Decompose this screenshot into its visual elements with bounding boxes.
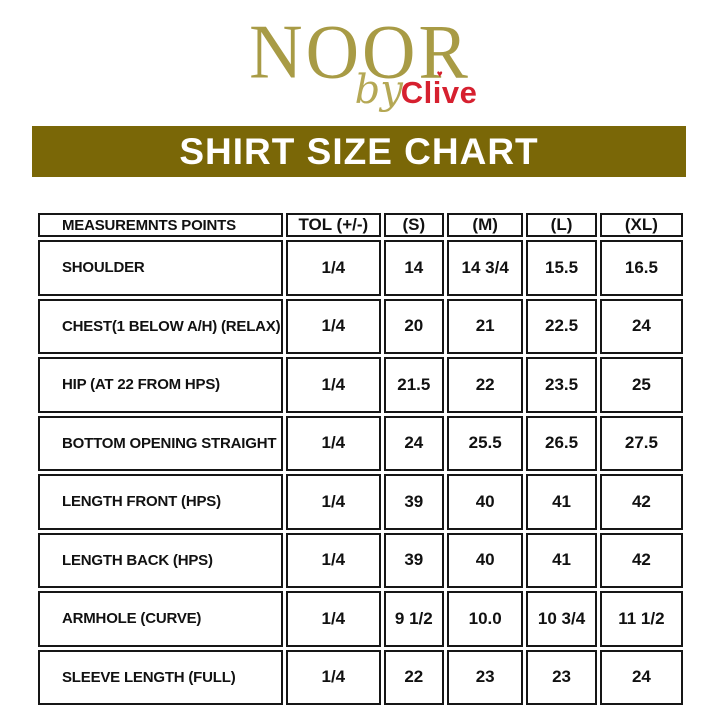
cell-m: 23 <box>447 649 524 705</box>
cell-l: 23 <box>526 649 597 705</box>
cell-s: 9 1/2 <box>383 591 445 647</box>
brand-name: NOOR <box>249 9 471 96</box>
cell-s: 39 <box>383 474 445 530</box>
cell-m: 25.5 <box>447 415 524 471</box>
cell-s: 20 <box>383 298 445 354</box>
cell-l: 41 <box>526 532 597 588</box>
table-row-length-front: LENGTH FRONT (HPS) 1/4 39 40 41 42 <box>38 474 683 530</box>
row-label: CHEST(1 BELOW A/H) (RELAX) <box>38 298 284 354</box>
cell-tol: 1/4 <box>286 298 381 354</box>
heart-icon: ♥ <box>436 69 443 80</box>
cell-xl: 16.5 <box>599 240 683 296</box>
cell-m: 40 <box>447 532 524 588</box>
brand-sub-wrap: Clive ♥ <box>400 70 478 110</box>
cell-tol: 1/4 <box>286 649 381 705</box>
cell-m: 14 3/4 <box>447 240 524 296</box>
table-row-bottom-opening: BOTTOM OPENING STRAIGHT 1/4 24 25.5 26.5… <box>38 415 683 471</box>
table-row-length-back: LENGTH BACK (HPS) 1/4 39 40 41 42 <box>38 532 683 588</box>
column-header-size-s: (S) <box>383 213 445 237</box>
cell-tol: 1/4 <box>286 532 381 588</box>
cell-l: 10 3/4 <box>526 591 597 647</box>
cell-m: 21 <box>447 298 524 354</box>
row-label: LENGTH BACK (HPS) <box>38 532 284 588</box>
row-label: SLEEVE LENGTH (FULL) <box>38 649 284 705</box>
row-label: SHOULDER <box>38 240 284 296</box>
cell-s: 21.5 <box>383 357 445 413</box>
cell-tol: 1/4 <box>286 474 381 530</box>
cell-m: 22 <box>447 357 524 413</box>
brand-sub-name: Clive <box>400 75 478 110</box>
cell-m: 10.0 <box>447 591 524 647</box>
size-chart-table: MEASUREMNTS POINTS TOL (+/-) (S) (M) (L)… <box>35 210 686 708</box>
cell-l: 22.5 <box>526 298 597 354</box>
column-header-measurement-points: MEASUREMNTS POINTS <box>38 213 284 237</box>
row-label: BOTTOM OPENING STRAIGHT <box>38 415 284 471</box>
table-row-sleeve-length: SLEEVE LENGTH (FULL) 1/4 22 23 23 24 <box>38 649 683 705</box>
cell-tol: 1/4 <box>286 357 381 413</box>
header-row: MEASUREMNTS POINTS TOL (+/-) (S) (M) (L)… <box>38 213 683 237</box>
cell-l: 41 <box>526 474 597 530</box>
cell-l: 26.5 <box>526 415 597 471</box>
cell-l: 15.5 <box>526 240 597 296</box>
cell-s: 39 <box>383 532 445 588</box>
cell-xl: 24 <box>599 649 683 705</box>
table-row-chest: CHEST(1 BELOW A/H) (RELAX) 1/4 20 21 22.… <box>38 298 683 354</box>
cell-tol: 1/4 <box>286 240 381 296</box>
column-header-size-m: (M) <box>447 213 524 237</box>
brand-by-script: by <box>354 67 403 113</box>
cell-s: 14 <box>383 240 445 296</box>
column-header-size-xl: (XL) <box>599 213 683 237</box>
size-chart-banner: SHIRT SIZE CHART <box>32 126 686 177</box>
cell-xl: 25 <box>599 357 683 413</box>
table-row-shoulder: SHOULDER 1/4 14 14 3/4 15.5 16.5 <box>38 240 683 296</box>
cell-tol: 1/4 <box>286 591 381 647</box>
table-row-armhole: ARMHOLE (CURVE) 1/4 9 1/2 10.0 10 3/4 11… <box>38 591 683 647</box>
cell-m: 40 <box>447 474 524 530</box>
brand-byline: byClive ♥ <box>0 67 720 113</box>
cell-s: 22 <box>383 649 445 705</box>
column-header-size-l: (L) <box>526 213 597 237</box>
cell-xl: 42 <box>599 532 683 588</box>
row-label: HIP (AT 22 FROM HPS) <box>38 357 284 413</box>
row-label: LENGTH FRONT (HPS) <box>38 474 284 530</box>
cell-xl: 27.5 <box>599 415 683 471</box>
cell-xl: 42 <box>599 474 683 530</box>
table-row-hip: HIP (AT 22 FROM HPS) 1/4 21.5 22 23.5 25 <box>38 357 683 413</box>
cell-xl: 24 <box>599 298 683 354</box>
cell-l: 23.5 <box>526 357 597 413</box>
banner-title: SHIRT SIZE CHART <box>179 130 539 172</box>
cell-xl: 11 1/2 <box>599 591 683 647</box>
cell-tol: 1/4 <box>286 415 381 471</box>
cell-s: 24 <box>383 415 445 471</box>
row-label: ARMHOLE (CURVE) <box>38 591 284 647</box>
column-header-tolerance: TOL (+/-) <box>286 213 381 237</box>
brand-logo: NOOR byClive ♥ <box>0 0 720 126</box>
